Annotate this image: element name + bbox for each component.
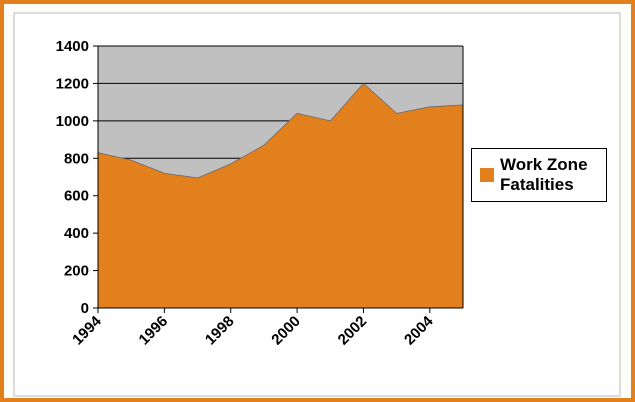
area (97, 82, 464, 309)
legend-label: Work Zone Fatalities (500, 155, 588, 194)
y-tick-label: 200 (64, 263, 89, 280)
y-tick-label: 400 (64, 225, 89, 242)
legend: Work Zone Fatalities (471, 148, 607, 202)
legend-swatch (480, 168, 494, 182)
y-tick-label: 0 (81, 300, 89, 317)
y-tick-label: 1200 (56, 75, 89, 92)
y-tick-label: 600 (64, 188, 89, 205)
y-tick-label: 1000 (56, 113, 89, 130)
y-tick-label: 1400 (56, 38, 89, 55)
y-tick-label: 800 (64, 150, 89, 167)
